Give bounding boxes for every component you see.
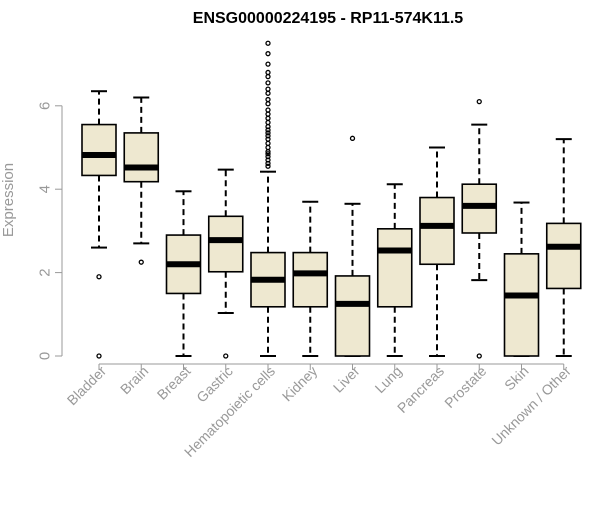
outlier-point: [265, 90, 271, 96]
x-category-label: Brain: [117, 363, 151, 397]
box-iqr: [81, 123, 117, 177]
x-category-label: Pancreas: [394, 363, 447, 416]
outlier-point: [265, 61, 271, 67]
outlier-point: [265, 140, 271, 146]
x-category-label: Unknown / Other: [488, 363, 574, 449]
outlier-point: [138, 259, 144, 265]
box-breast: [165, 190, 202, 357]
outlier-point: [265, 133, 271, 139]
outlier-point: [265, 111, 271, 117]
y-axis: 0 2 4 6: [37, 102, 63, 360]
outlier-point: [265, 69, 271, 76]
y-tick-label: 6: [37, 102, 54, 110]
box-lung: [376, 183, 413, 357]
box-pancreas: [419, 146, 455, 357]
outlier-point: [265, 73, 271, 80]
outlier-point: [265, 144, 271, 151]
outlier-point: [265, 86, 271, 92]
box-iqr: [334, 275, 371, 357]
box-iqr: [503, 253, 540, 357]
box-gastric: [207, 168, 244, 359]
box-bladder: [81, 90, 117, 359]
box-iqr: [545, 222, 582, 290]
outlier-point: [265, 136, 271, 142]
outlier-point: [265, 160, 271, 166]
y-tick-label: 4: [37, 185, 54, 193]
plot-area: [81, 40, 582, 359]
outlier-point: [265, 96, 271, 103]
x-category-label: Lung: [372, 363, 405, 396]
box-brain: [123, 96, 160, 265]
outlier-point: [223, 353, 229, 359]
y-tick-label: 2: [37, 268, 54, 276]
outlier-point: [349, 135, 356, 141]
outlier-point: [96, 274, 102, 280]
box-iqr: [123, 132, 160, 183]
x-category-label: Prostate: [441, 363, 489, 411]
outlier-point: [265, 163, 271, 169]
outlier-point: [265, 124, 271, 130]
outlier-point: [265, 130, 271, 136]
outlier-point: [265, 80, 271, 86]
outlier-point: [265, 40, 271, 46]
outlier-point: [265, 154, 271, 160]
box-hematopoietic-cells: [250, 40, 286, 357]
outlier-point: [265, 127, 271, 133]
box-unknown-other: [545, 138, 582, 357]
box-iqr: [207, 215, 244, 273]
outlier-point: [265, 119, 271, 126]
outlier-point: [476, 353, 482, 359]
outlier-point: [96, 353, 102, 359]
outlier-point: [265, 151, 271, 157]
box-skin: [503, 201, 540, 357]
outlier-point: [265, 107, 271, 113]
box-iqr: [292, 251, 329, 308]
outlier-point: [265, 115, 271, 121]
box-iqr: [376, 228, 413, 308]
box-liver: [334, 135, 371, 357]
outlier-point: [476, 98, 482, 105]
outlier-point: [265, 157, 271, 163]
chart-title: ENSG00000224195 - RP11-574K11.5: [193, 10, 464, 27]
x-category-label: Breast: [154, 363, 194, 403]
box-kidney: [292, 200, 329, 357]
y-axis-label: Expression: [0, 163, 17, 237]
outlier-point: [265, 51, 271, 57]
x-category-label: Kidney: [279, 363, 321, 405]
box-prostate: [461, 98, 498, 359]
x-category-label: Skin: [501, 363, 532, 394]
y-tick-label: 0: [37, 352, 54, 360]
x-category-label: Liver: [330, 363, 363, 396]
box-iqr: [419, 196, 455, 266]
outlier-point: [265, 101, 271, 107]
x-category-label: Bladder: [64, 363, 110, 409]
